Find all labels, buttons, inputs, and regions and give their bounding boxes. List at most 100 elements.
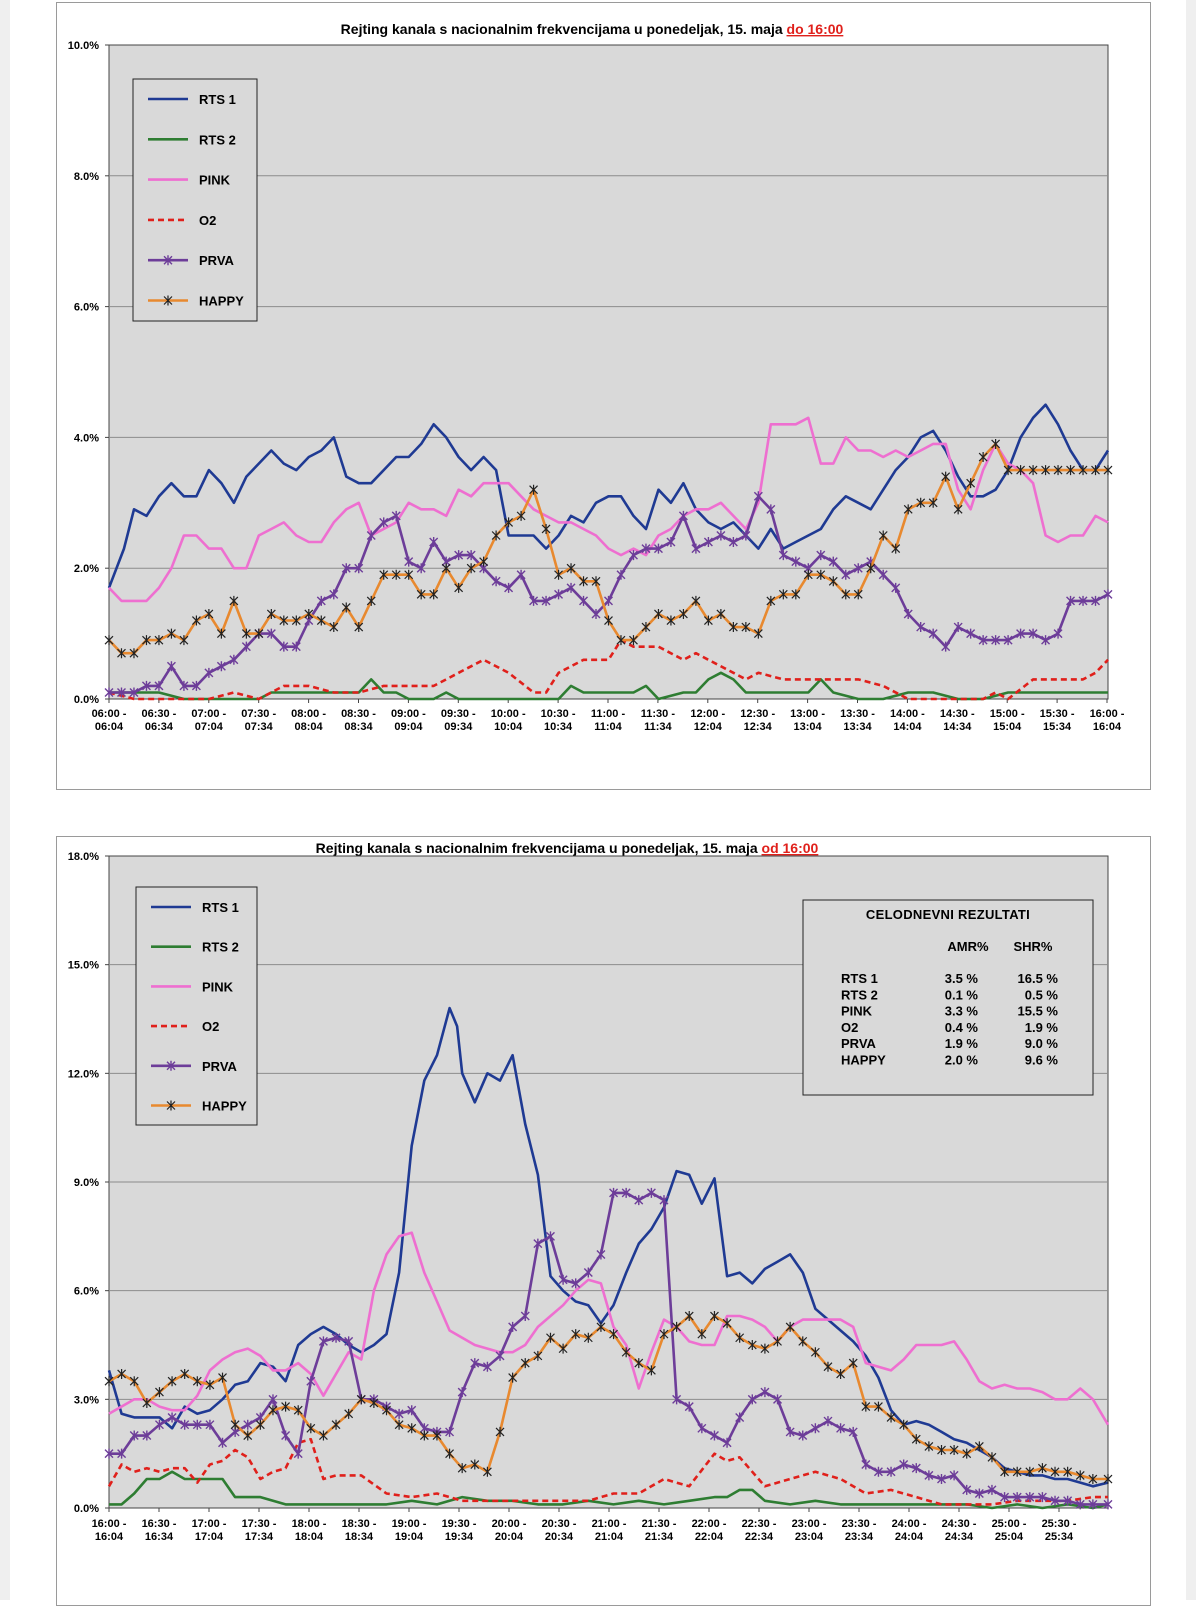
x-tick-label: 08:04 <box>295 721 324 733</box>
data-point-prva <box>628 550 638 561</box>
data-point-happy <box>457 1463 467 1474</box>
data-point-prva <box>634 1195 644 1206</box>
data-point-prva <box>104 1448 114 1459</box>
summary-channel: PRVA <box>841 1036 877 1051</box>
data-point-happy <box>716 608 726 619</box>
data-point-happy <box>874 1401 883 1412</box>
data-point-happy <box>341 602 351 613</box>
data-point-happy <box>924 1441 934 1452</box>
x-tick-label: 18:00 - <box>292 1518 327 1530</box>
x-tick-label: 20:34 <box>545 1531 574 1543</box>
data-point-prva <box>937 1474 946 1485</box>
legend-label-rts-1: RTS 1 <box>199 92 236 107</box>
data-point-happy <box>791 589 801 600</box>
data-point-happy <box>928 497 938 508</box>
series-line-prva <box>109 1191 1108 1506</box>
summary-shr-value: 16.5 % <box>1018 971 1059 986</box>
x-tick-label: 09:00 - <box>391 708 426 720</box>
x-tick-label: 09:34 <box>444 721 473 733</box>
chart-panel-morning: Rejting kanala s nacionalnim frekvencija… <box>56 2 1151 790</box>
data-point-prva <box>641 543 651 554</box>
data-point-happy <box>848 1358 858 1369</box>
data-point-happy <box>479 556 489 567</box>
x-tick-label: 06:04 <box>95 721 124 733</box>
data-point-happy <box>899 1419 909 1430</box>
data-point-happy <box>1016 465 1026 476</box>
data-point-prva <box>953 622 963 633</box>
data-point-happy <box>916 497 926 508</box>
data-point-happy <box>391 569 401 580</box>
data-point-prva <box>293 1448 303 1459</box>
data-point-happy <box>1103 1474 1113 1485</box>
data-point-happy <box>579 576 588 587</box>
data-point-prva <box>1016 628 1026 639</box>
series-line-rts-2 <box>109 671 1108 701</box>
data-point-prva <box>798 1430 808 1441</box>
data-point-prva <box>916 622 926 633</box>
data-point-happy <box>558 1343 568 1354</box>
legend-label-happy: HAPPY <box>199 294 244 309</box>
legend-box <box>135 886 258 1126</box>
data-point-happy <box>659 1329 669 1340</box>
chart-title-text: Rejting kanala s nacionalnim frekvencija… <box>316 840 762 856</box>
data-point-happy <box>684 1311 694 1322</box>
x-tick-label: 12:04 <box>694 721 723 733</box>
data-point-prva <box>703 537 713 548</box>
data-point-prva <box>1066 595 1076 606</box>
data-point-prva <box>828 556 838 567</box>
data-point-happy <box>891 543 901 554</box>
data-point-happy <box>741 622 751 633</box>
data-point-prva <box>728 537 738 548</box>
data-point-happy <box>129 648 139 659</box>
chart-title: Rejting kanala s nacionalnim frekvencija… <box>316 840 819 856</box>
data-point-prva <box>529 595 539 606</box>
x-tick-label: 14:34 <box>943 721 972 733</box>
data-point-prva <box>508 1321 518 1332</box>
x-tick-label: 13:34 <box>843 721 872 733</box>
series-line-pink <box>108 416 1109 603</box>
data-point-happy <box>529 484 538 495</box>
data-point-prva <box>329 589 339 600</box>
data-point-prva <box>266 628 276 639</box>
data-point-happy <box>1075 1470 1085 1481</box>
data-point-prva <box>129 687 139 698</box>
legend-label-rts-2: RTS 2 <box>202 940 239 955</box>
data-point-prva <box>344 1336 354 1347</box>
x-tick-label: 25:00 - <box>992 1518 1027 1530</box>
data-point-prva <box>978 635 988 646</box>
y-tick-label: 0.0% <box>74 1503 99 1515</box>
x-tick-label: 07:34 <box>245 721 274 733</box>
y-tick-label: 10.0% <box>68 40 99 52</box>
series-prva <box>104 491 1113 698</box>
data-point-happy <box>379 569 389 580</box>
series-pink <box>108 416 1109 603</box>
data-point-happy <box>596 1321 606 1332</box>
series-pink <box>108 1231 1110 1426</box>
data-point-prva <box>697 1423 707 1434</box>
data-point-happy <box>974 1441 984 1452</box>
data-point-prva <box>604 595 613 606</box>
data-point-prva <box>646 1187 656 1198</box>
data-point-prva <box>179 680 189 691</box>
data-point-prva <box>678 510 688 521</box>
data-point-prva <box>1088 1499 1098 1510</box>
data-point-happy <box>1041 465 1050 476</box>
x-tick-label: 06:00 - <box>92 708 127 720</box>
data-point-happy <box>407 1423 417 1434</box>
x-tick-label: 17:34 <box>245 1531 274 1543</box>
data-point-prva <box>1028 628 1038 639</box>
data-point-prva <box>495 1350 505 1361</box>
data-point-happy <box>218 1372 227 1383</box>
data-point-prva <box>987 1484 997 1495</box>
data-point-prva <box>205 1419 215 1430</box>
data-point-prva <box>659 1195 669 1206</box>
x-tick-label: 25:04 <box>995 1531 1024 1543</box>
data-point-prva <box>841 569 851 580</box>
data-point-happy <box>766 595 776 606</box>
data-point-prva <box>911 1463 921 1474</box>
data-point-happy <box>728 622 738 633</box>
data-point-happy <box>205 1379 215 1390</box>
data-point-happy <box>949 1445 959 1456</box>
data-point-prva <box>1053 628 1063 639</box>
data-point-happy <box>117 1368 127 1379</box>
